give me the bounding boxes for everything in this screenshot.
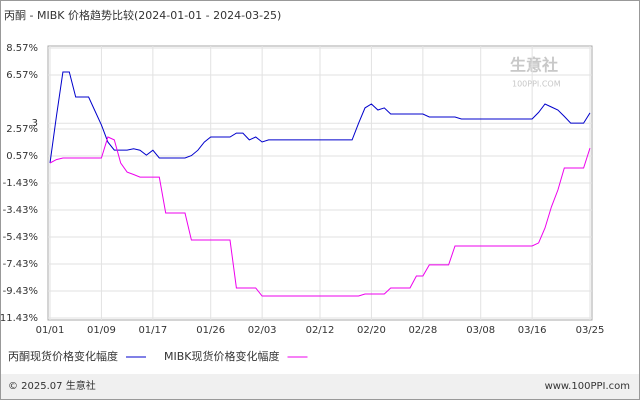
x-tick-label: 03/25: [576, 325, 605, 336]
chart-title: 丙酮 - MIBK 价格趋势比较(2024-01-01 - 2024-03-25…: [4, 8, 281, 22]
y-tick-label: -11.43%: [0, 313, 38, 324]
x-tick-label: 01/09: [87, 325, 116, 336]
x-tick-label: 02/28: [408, 325, 437, 336]
y-tick-label: -1.43%: [3, 178, 38, 189]
footer-left: © 2025.07 生意社: [8, 379, 96, 392]
y-tick-label: 0.57%: [6, 151, 38, 162]
y-tick-label: 3: [32, 118, 38, 129]
series-line: [49, 71, 591, 164]
series-line: [49, 136, 591, 297]
x-tick-label: 02/20: [357, 325, 386, 336]
watermark-site: 100PPI.COM: [512, 80, 561, 89]
x-tick-label: 01/26: [196, 325, 225, 336]
x-tick-label: 01/17: [138, 325, 167, 336]
x-tick-label: 02/12: [306, 325, 335, 336]
x-tick-label: 02/03: [248, 325, 277, 336]
legend-label: 丙酮现货价格变化幅度: [8, 349, 118, 363]
y-tick-label: -3.43%: [3, 205, 38, 216]
y-tick-label: 6.57%: [6, 70, 38, 81]
x-tick-label: 03/16: [518, 325, 547, 336]
y-tick-label: 8.57%: [6, 43, 38, 54]
y-tick-label: 2.57%: [6, 124, 38, 135]
footer-bar: [1, 374, 639, 399]
y-tick-label: -7.43%: [3, 259, 38, 270]
x-tick-label: 03/08: [466, 325, 495, 336]
y-tick-label: -9.43%: [3, 286, 38, 297]
x-tick-label: 01/01: [36, 325, 65, 336]
y-tick-label: -5.43%: [3, 232, 38, 243]
footer-right: www.100PPI.com: [545, 381, 630, 392]
watermark-name: 生意社: [510, 56, 558, 75]
legend-label: MIBK现货价格变化幅度: [164, 349, 280, 363]
